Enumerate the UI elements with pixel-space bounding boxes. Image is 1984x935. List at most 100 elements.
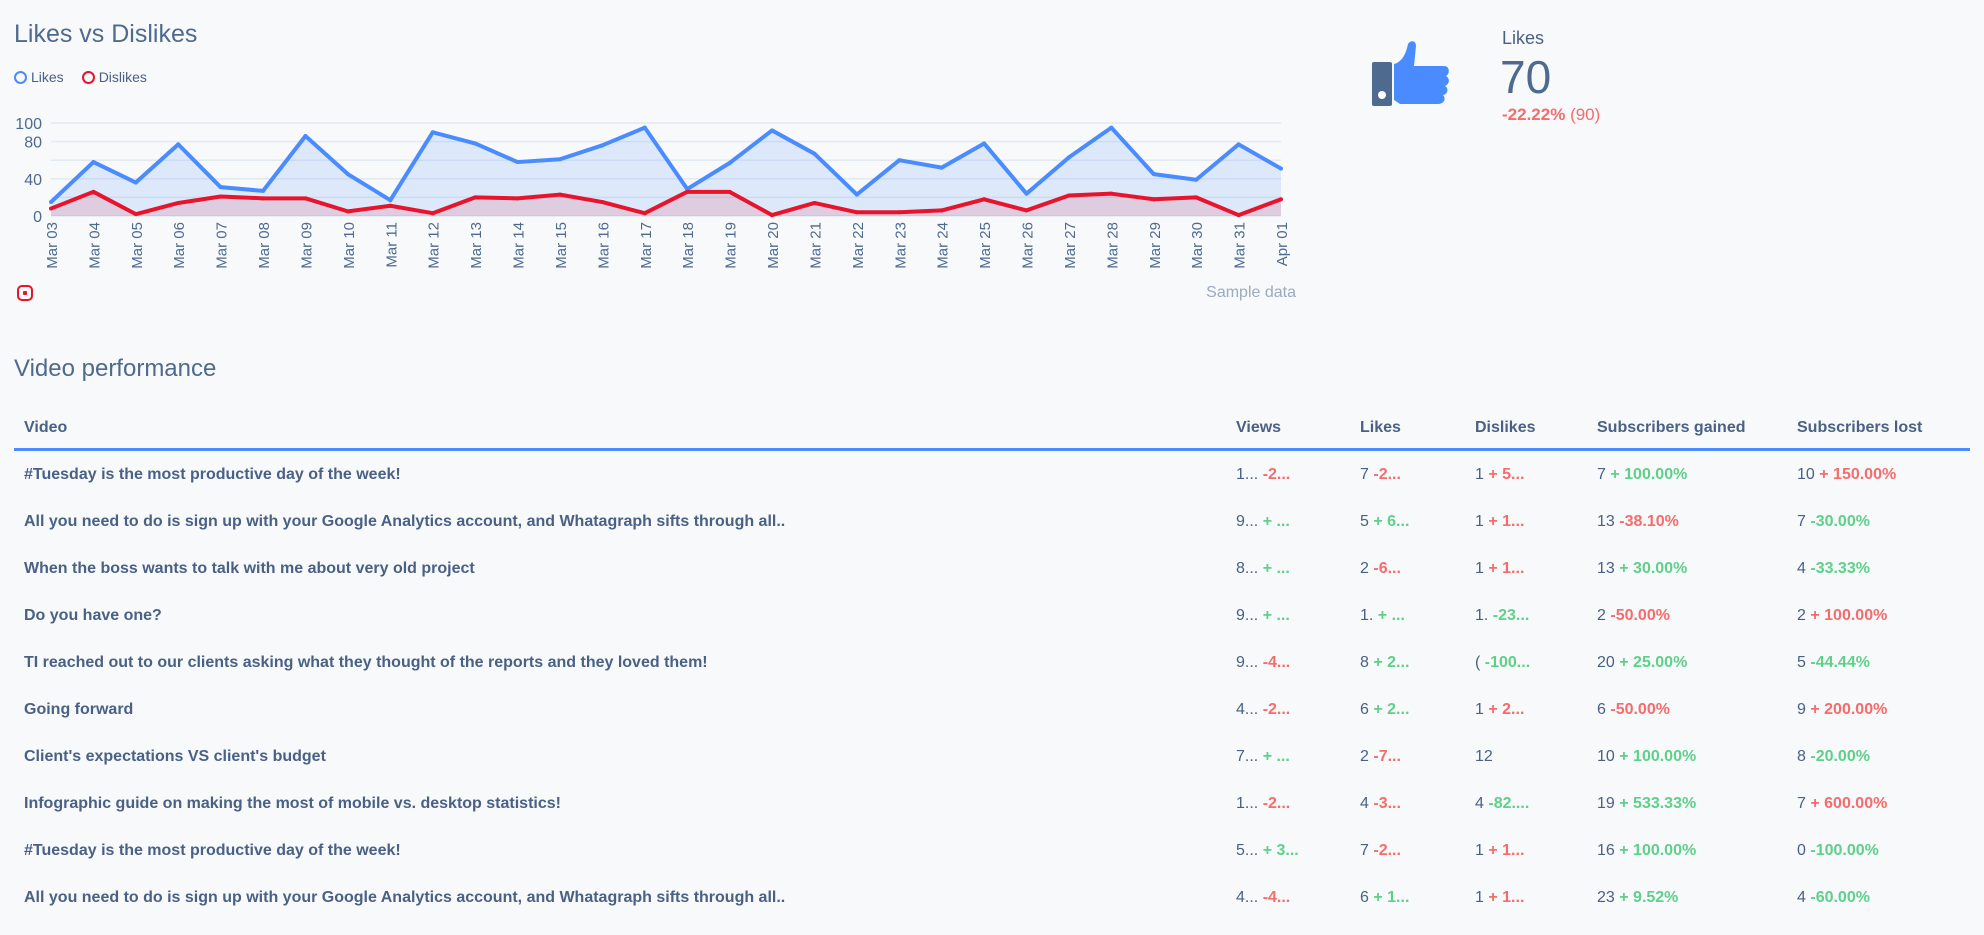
video-title: #Tuesday is the most productive day of t… — [24, 841, 401, 859]
column-header[interactable]: Views — [1226, 408, 1350, 451]
metric-change: -7... — [1373, 747, 1401, 765]
y-tick-label: 100 — [15, 116, 42, 133]
metric-value: 5 — [1360, 512, 1369, 530]
video-title: All you need to do is sign up with your … — [24, 512, 786, 530]
metric-cell: 1 + 5... — [1465, 450, 1587, 499]
metric-change: + 5... — [1488, 465, 1525, 483]
table-row[interactable]: #Tuesday is the most productive day of t… — [14, 450, 1970, 499]
metric-change: + 100.00% — [1619, 747, 1697, 765]
chart-title: Likes vs Dislikes — [14, 20, 198, 48]
table-row[interactable]: Do you have one? 9... + ... 1. + ... 1. -23… — [14, 592, 1970, 639]
metric-cell: 4 -60.00% — [1787, 874, 1970, 921]
metric-cell: 6 -50.00% — [1587, 686, 1787, 733]
metric-value: 7 — [1597, 465, 1606, 483]
data-point — [770, 213, 775, 218]
column-header[interactable]: Subscribers gained — [1587, 408, 1787, 451]
table-row[interactable]: All you need to do is sign up with your … — [14, 498, 1970, 545]
metric-change: -50.00% — [1610, 606, 1670, 624]
series-line-dislikes — [50, 189, 1282, 218]
metric-cell: 1 + 2... — [1465, 686, 1587, 733]
data-point — [939, 208, 944, 213]
table-row[interactable]: Infographic guide on making the most of … — [14, 780, 1970, 827]
data-point — [345, 172, 350, 177]
data-point — [642, 211, 647, 216]
legend-likes[interactable]: Likes — [14, 69, 64, 85]
legend-dislikes[interactable]: Dislikes — [81, 69, 147, 85]
x-tick-label: Mar 16 — [595, 222, 612, 269]
column-header[interactable]: Video — [14, 408, 1226, 451]
metric-value: 2 — [1797, 606, 1806, 624]
metric-change: + 600.00% — [1810, 794, 1888, 812]
data-point — [1024, 191, 1029, 196]
data-point — [897, 210, 902, 215]
metric-value: 6 — [1597, 700, 1606, 718]
metric-value: 23 — [1597, 888, 1615, 906]
metric-value: 0 — [1797, 841, 1806, 859]
metric-cell: 8 -20.00% — [1787, 733, 1970, 780]
data-point — [1151, 172, 1156, 177]
metric-change: -6... — [1373, 559, 1401, 577]
data-point — [176, 200, 181, 205]
metric-change: -100.00% — [1810, 841, 1879, 859]
data-point — [1151, 197, 1156, 202]
metric-cell: 7 + 100.00% — [1587, 450, 1787, 499]
table-row[interactable]: Going forward 4... -2... 6 + 2... 1 + 2... 6… — [14, 686, 1970, 733]
column-header[interactable]: Likes — [1350, 408, 1465, 451]
metric-value: 13 — [1597, 512, 1615, 530]
column-header[interactable]: Subscribers lost — [1787, 408, 1970, 451]
data-point — [642, 125, 647, 130]
metric-value: 6 — [1360, 888, 1369, 906]
x-tick-label: Mar 18 — [680, 222, 697, 269]
metric-value: ( — [1475, 653, 1481, 671]
table-row[interactable]: When the boss wants to talk with me abou… — [14, 545, 1970, 592]
metric-value: 7 — [1360, 841, 1369, 859]
metric-cell: 2 -6... — [1350, 545, 1465, 592]
data-point — [515, 196, 520, 201]
metric-cell: 1. + ... — [1350, 592, 1465, 639]
metric-cell: 2 -50.00% — [1587, 592, 1787, 639]
metric-value: 8... — [1236, 559, 1259, 577]
table-row[interactable]: All you need to do is sign up with your … — [14, 874, 1970, 921]
metric-value: 4... — [1236, 888, 1259, 906]
data-point — [218, 185, 223, 190]
x-tick-label: Mar 06 — [171, 222, 188, 269]
metric-change: + 100.00% — [1619, 841, 1697, 859]
metric-change: + 25.00% — [1619, 653, 1688, 671]
data-point — [600, 143, 605, 148]
metric-change: -30.00% — [1810, 512, 1870, 530]
data-point — [1194, 177, 1199, 182]
data-point — [176, 142, 181, 147]
metric-cell: 9 + 200.00% — [1787, 686, 1970, 733]
x-tick-label: Mar 22 — [850, 222, 867, 269]
metric-change: + 200.00% — [1810, 700, 1888, 718]
metric-change: + 100.00% — [1810, 606, 1888, 624]
section-title: Video performance — [14, 355, 217, 382]
data-point — [473, 141, 478, 146]
metric-change: + 1... — [1488, 559, 1525, 577]
x-tick-label: Mar 12 — [426, 222, 443, 269]
metric-cell: 9... -4... — [1226, 639, 1350, 686]
data-point — [1279, 166, 1283, 171]
metric-change: -3... — [1373, 794, 1401, 812]
x-tick-label: Mar 13 — [468, 222, 485, 269]
table-row[interactable]: Client's expectations VS client's budget… — [14, 733, 1970, 780]
column-header[interactable]: Dislikes — [1465, 408, 1587, 451]
metric-change: -20.00% — [1810, 747, 1870, 765]
metric-value: 1. — [1360, 606, 1374, 624]
video-title: Infographic guide on making the most of … — [24, 794, 561, 812]
metric-cell: 5... + 3... — [1226, 827, 1350, 874]
table-row[interactable]: #Tuesday is the most productive day of t… — [14, 827, 1970, 874]
metric-change: -2... — [1262, 465, 1291, 483]
video-title: Do you have one? — [24, 606, 162, 624]
metric-value: 13 — [1597, 559, 1615, 577]
data-point — [854, 210, 859, 215]
data-point — [897, 158, 902, 163]
table-row[interactable]: TI reached out to our clients asking wha… — [14, 639, 1970, 686]
x-tick-label: Mar 27 — [1062, 222, 1079, 269]
metric-cell: 1 + 1... — [1465, 827, 1587, 874]
data-point — [1236, 213, 1241, 218]
metric-value: 7... — [1236, 747, 1259, 765]
metric-change: + ... — [1262, 559, 1290, 577]
metric-change: + 100.00% — [1610, 465, 1688, 483]
metric-change: -82.... — [1488, 794, 1530, 812]
